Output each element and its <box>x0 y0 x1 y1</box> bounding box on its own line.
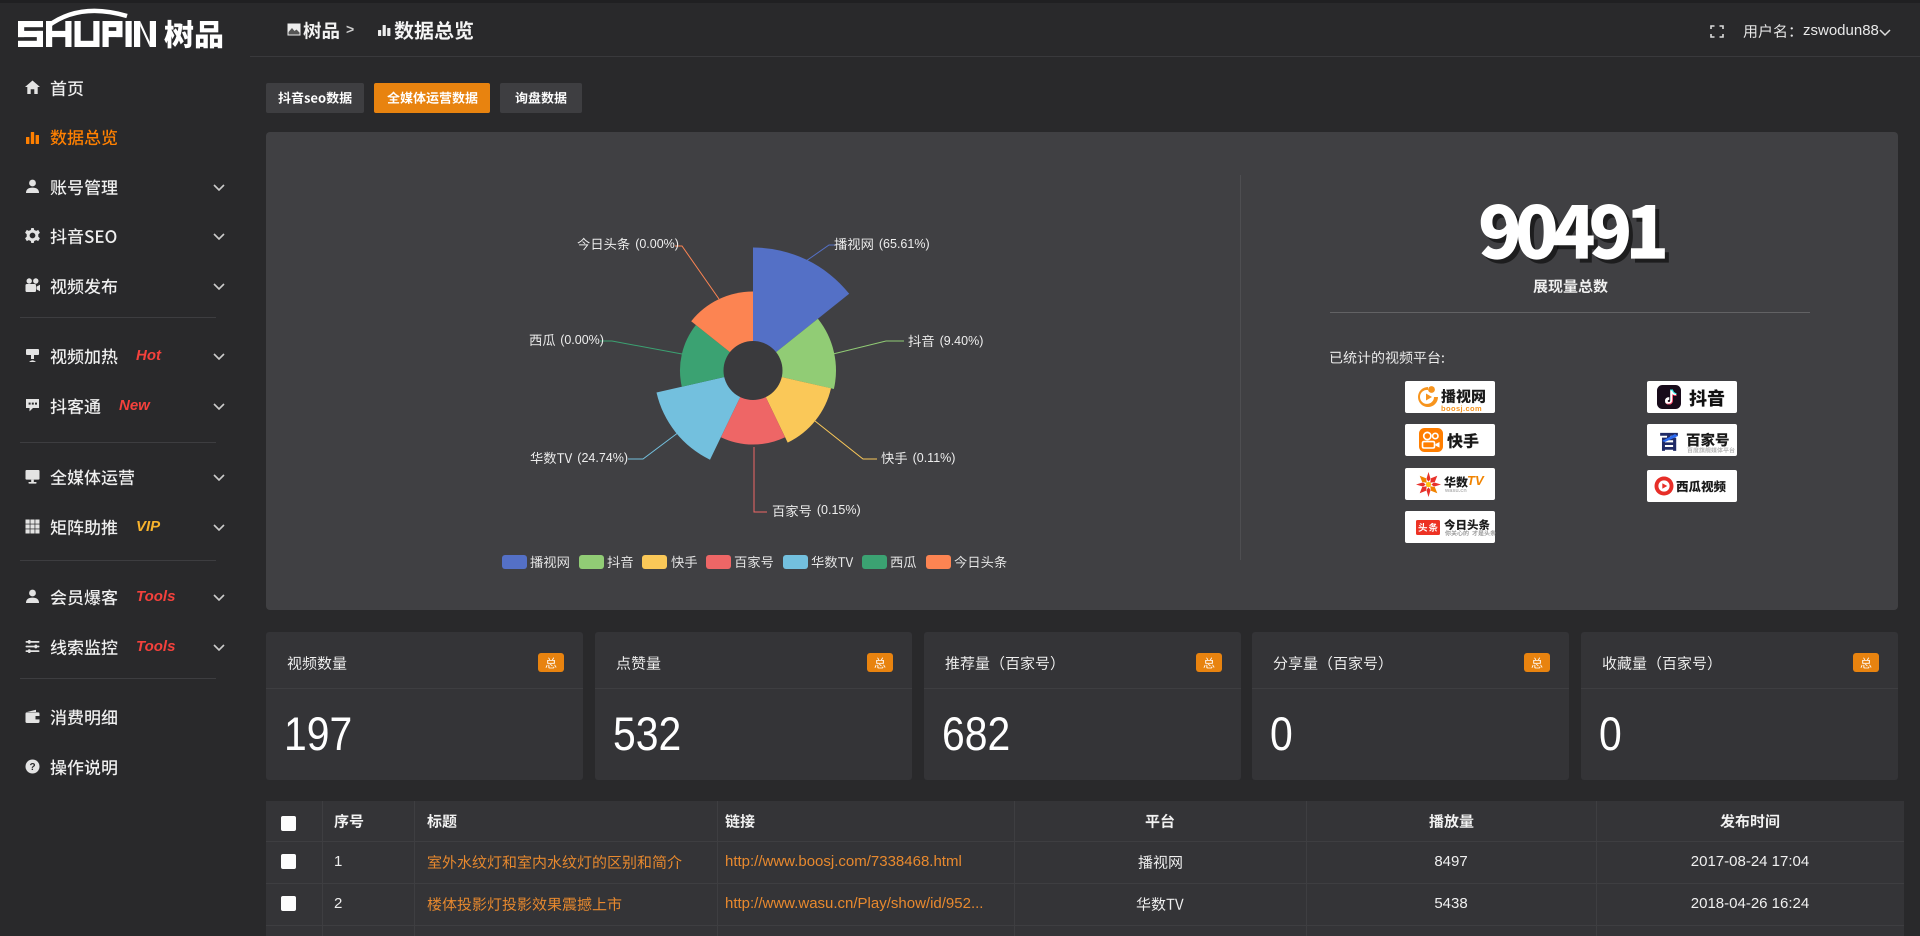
svg-text:?: ? <box>29 762 35 773</box>
